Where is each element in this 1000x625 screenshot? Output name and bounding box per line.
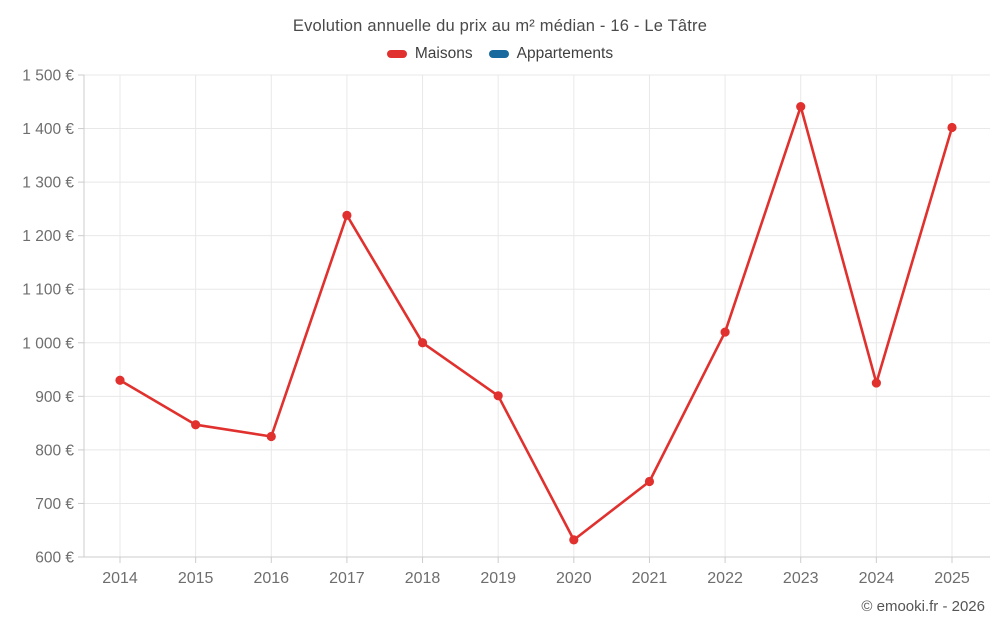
maisons-line xyxy=(118,105,954,542)
x-tick-label: 2017 xyxy=(329,570,365,587)
y-tick-label: 800 € xyxy=(35,442,74,459)
x-tick-label: 2025 xyxy=(934,570,970,587)
chart-legend: Maisons Appartements xyxy=(0,45,1000,63)
y-tick-label: 1 300 € xyxy=(22,175,74,192)
y-tick-label: 1 500 € xyxy=(22,68,74,85)
legend-item-maisons[interactable]: Maisons xyxy=(386,45,473,63)
maisons-data-point[interactable] xyxy=(947,122,957,133)
appartements-series-swatch-icon xyxy=(488,50,509,58)
x-tick-label: 2023 xyxy=(783,570,819,587)
maisons-series-swatch-icon xyxy=(386,50,407,58)
x-tick-label: 2015 xyxy=(178,570,214,587)
x-tick-label: 2022 xyxy=(707,570,743,587)
maisons-data-point[interactable] xyxy=(266,431,276,442)
y-tick-label: 1 400 € xyxy=(22,121,74,138)
maisons-data-point[interactable] xyxy=(720,327,730,337)
x-tick-label: 2020 xyxy=(556,570,592,587)
x-tick-label: 2019 xyxy=(480,570,516,587)
maisons-data-point[interactable] xyxy=(493,391,503,401)
maisons-data-point[interactable] xyxy=(569,535,579,545)
legend-item-appartements[interactable]: Appartements xyxy=(488,45,614,63)
legend-label-appartements: Appartements xyxy=(516,45,614,62)
x-tick-label: 2016 xyxy=(253,570,289,587)
y-tick-label: 900 € xyxy=(35,389,74,406)
chart-title: Evolution annuelle du prix au m² médian … xyxy=(292,17,708,35)
y-tick-label: 700 € xyxy=(35,496,74,513)
x-tick-label: 2014 xyxy=(102,570,138,587)
x-tick-label: 2021 xyxy=(632,570,668,587)
y-tick-label: 1 200 € xyxy=(22,228,74,245)
maisons-data-point[interactable] xyxy=(871,378,881,388)
maisons-data-point[interactable] xyxy=(115,375,125,385)
x-tick-label: 2024 xyxy=(859,570,895,587)
maisons-data-point[interactable] xyxy=(191,420,201,430)
legend-label-maisons: Maisons xyxy=(414,45,473,62)
y-tick-label: 1 000 € xyxy=(22,335,74,352)
maisons-data-point[interactable] xyxy=(796,101,806,112)
y-tick-label: 600 € xyxy=(35,550,74,567)
maisons-data-point[interactable] xyxy=(417,338,428,348)
x-tick-label: 2018 xyxy=(405,570,441,587)
footer-credit: © emooki.fr - 2026 xyxy=(861,598,985,615)
y-tick-label: 1 100 € xyxy=(22,282,74,299)
maisons-data-point[interactable] xyxy=(342,210,352,220)
maisons-data-point[interactable] xyxy=(644,476,655,487)
